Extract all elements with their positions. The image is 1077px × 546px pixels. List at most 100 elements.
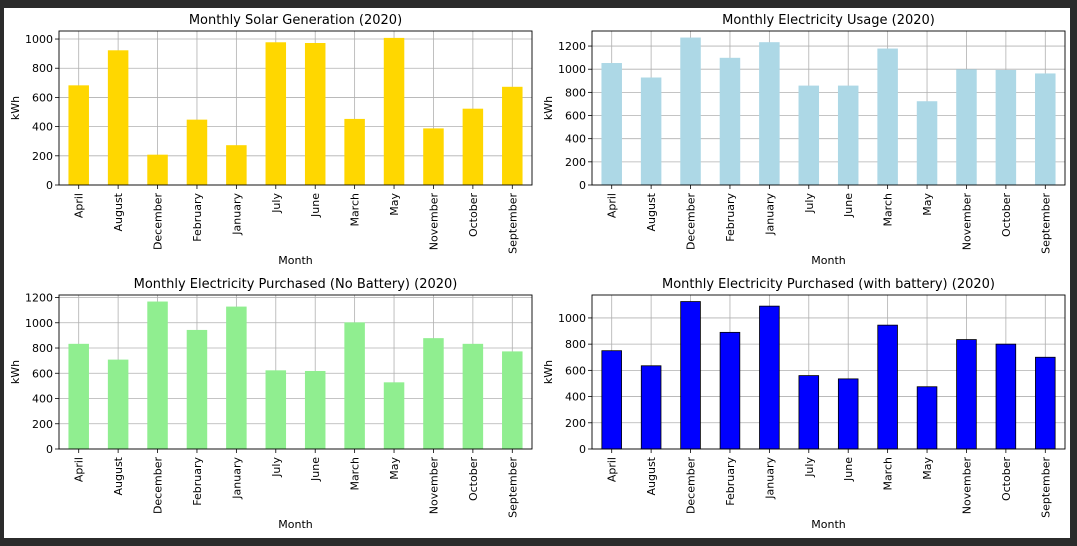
bar-may	[916, 386, 938, 450]
x-tick-label: March	[882, 193, 895, 227]
chart-title: Monthly Electricity Usage (2020)	[722, 13, 935, 28]
x-tick-label: January	[763, 457, 776, 500]
bar-july	[265, 370, 287, 450]
x-tick-label: February	[724, 457, 737, 506]
x-tick-label: September	[1039, 193, 1052, 254]
y-tick-label: 1000	[558, 312, 586, 325]
x-tick-label: December	[685, 193, 698, 251]
bar-july	[265, 42, 287, 186]
x-tick-label: October	[467, 193, 480, 237]
bar-may	[383, 37, 405, 186]
bar-september	[1035, 73, 1056, 186]
x-tick-label: January	[763, 193, 776, 236]
y-tick-label: 400	[32, 121, 53, 134]
bar-august	[107, 359, 129, 450]
y-tick-label: 800	[32, 342, 53, 355]
y-tick-label: 200	[32, 150, 53, 163]
x-tick-label: May	[388, 457, 401, 480]
bar-february	[186, 329, 208, 450]
x-tick-label: December	[152, 193, 165, 251]
bar-october	[462, 343, 484, 450]
x-tick-label: May	[921, 193, 934, 216]
y-tick-label: 400	[32, 393, 53, 406]
x-tick-label: March	[349, 457, 362, 491]
bar-january	[226, 306, 247, 450]
chart-title: Monthly Solar Generation (2020)	[189, 13, 402, 28]
y-tick-label: 800	[565, 338, 586, 351]
bar-august	[640, 365, 662, 450]
bar-june	[304, 370, 326, 450]
x-tick-label: March	[349, 193, 362, 227]
x-axis-label: Month	[811, 518, 846, 531]
x-axis-label: Month	[278, 518, 313, 531]
y-tick-label: 1000	[558, 63, 586, 76]
figure-canvas: 0 200 400 600 800 1000 April August December Febr…	[4, 8, 1070, 538]
bar-december	[147, 154, 168, 186]
bar-july	[798, 85, 820, 186]
x-tick-label: February	[191, 193, 204, 242]
bar-august	[640, 77, 662, 186]
plot-frame	[58, 294, 533, 450]
x-tick-label: November	[427, 193, 440, 251]
x-tick-label: June	[842, 193, 855, 218]
bar-march	[344, 118, 365, 186]
bar-april	[68, 343, 89, 450]
x-tick-label: August	[645, 192, 658, 231]
plot-frame	[58, 30, 533, 186]
bar-march	[344, 322, 365, 450]
y-axis-label: kWh	[542, 96, 555, 120]
x-tick-label: August	[112, 192, 125, 231]
y-tick-label: 800	[565, 86, 586, 99]
plot-frame	[591, 30, 1066, 186]
y-tick-label: 600	[32, 367, 53, 380]
bar-march	[877, 48, 898, 186]
chart-panel-4: 0 200 400 600 800 1000 April August December Febr…	[542, 277, 1066, 531]
x-tick-label: July	[803, 193, 816, 214]
x-tick-label: November	[427, 457, 440, 515]
x-tick-label: September	[1039, 457, 1052, 518]
x-tick-label: February	[724, 193, 737, 242]
y-tick-label: 400	[565, 133, 586, 146]
bar-january	[759, 42, 780, 186]
bar-october	[462, 108, 484, 186]
x-tick-label: January	[230, 457, 243, 500]
y-tick-label: 600	[32, 91, 53, 104]
bar-august	[107, 50, 129, 186]
y-tick-label: 1000	[25, 33, 53, 46]
y-tick-label: 600	[565, 110, 586, 123]
y-tick-label: 200	[565, 417, 586, 430]
x-tick-label: May	[388, 193, 401, 216]
bar-december	[680, 301, 701, 450]
chart-panel-2: 0 200 400 600 800 1000 1200 April August December…	[542, 13, 1066, 267]
y-axis-label: kWh	[9, 96, 22, 120]
x-tick-label: December	[685, 457, 698, 515]
x-axis-label: Month	[278, 254, 313, 267]
bar-january	[226, 145, 247, 186]
chart-panel-1: 0 200 400 600 800 1000 April August December Febr…	[9, 13, 533, 267]
x-tick-label: July	[270, 457, 283, 478]
x-tick-label: July	[270, 193, 283, 214]
x-tick-label: November	[960, 457, 973, 515]
x-tick-label: February	[191, 457, 204, 506]
y-tick-label: 0	[579, 179, 586, 192]
x-tick-label: June	[309, 193, 322, 218]
x-tick-label: April	[73, 457, 86, 482]
bar-november	[956, 69, 977, 186]
bar-july	[798, 375, 820, 450]
bar-february	[186, 119, 208, 186]
chart-figure: 0 200 400 600 800 1000 April August December Febr…	[9, 13, 1066, 531]
bar-february	[719, 57, 741, 186]
bar-november	[423, 128, 444, 186]
chart-title: Monthly Electricity Purchased (with batt…	[662, 277, 995, 292]
bar-april	[68, 85, 89, 186]
bar-december	[147, 301, 168, 450]
bar-october	[995, 69, 1017, 186]
bar-november	[423, 338, 444, 450]
bar-december	[680, 37, 701, 186]
x-tick-label: April	[73, 193, 86, 218]
y-tick-label: 400	[565, 391, 586, 404]
x-tick-label: June	[309, 457, 322, 482]
bar-march	[877, 324, 898, 450]
chart-title: Monthly Electricity Purchased (No Batter…	[134, 277, 458, 292]
y-tick-label: 200	[565, 156, 586, 169]
